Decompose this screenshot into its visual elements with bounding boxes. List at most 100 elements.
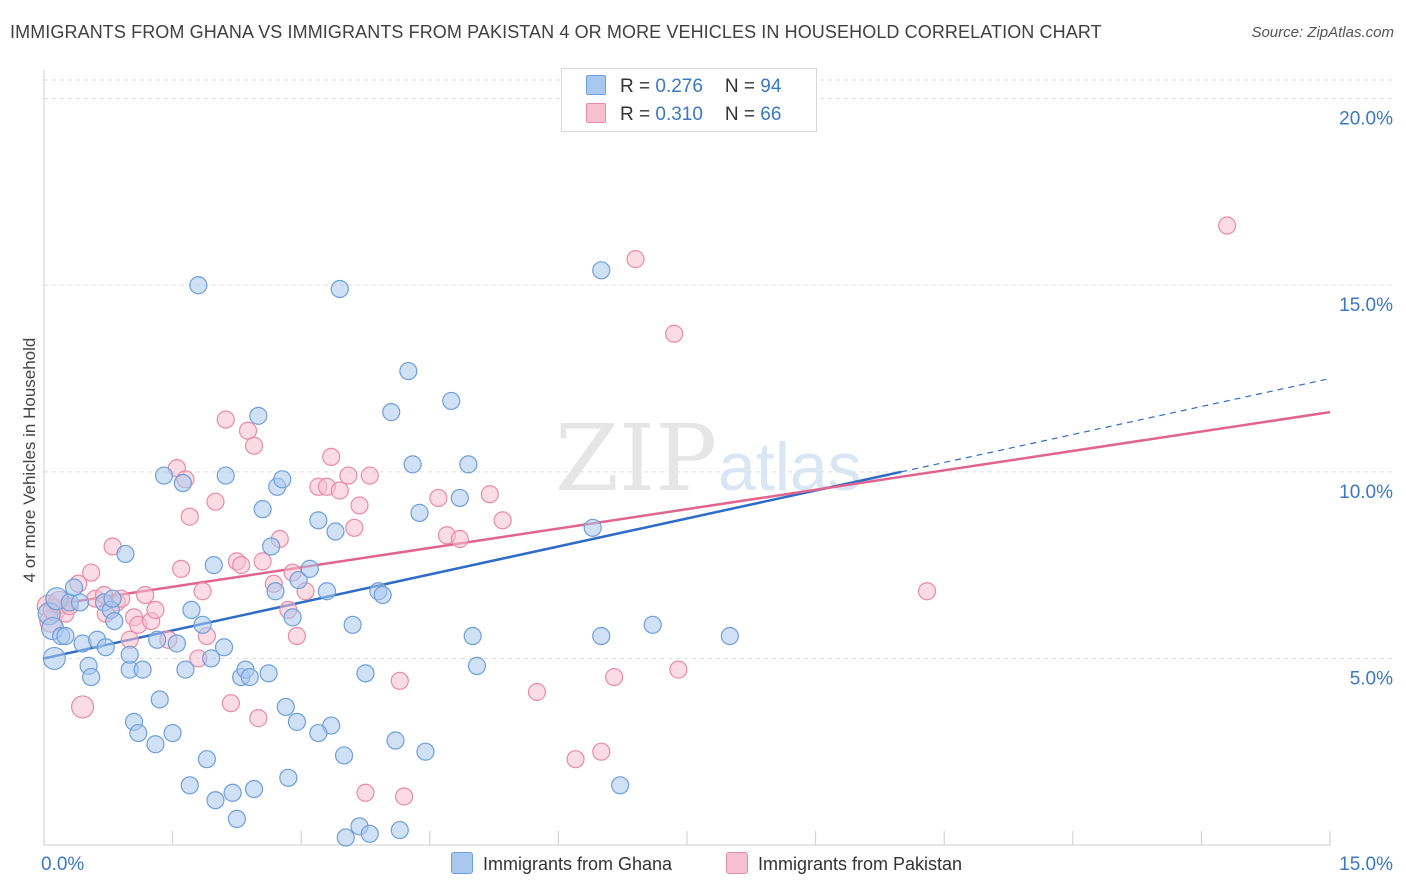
- pakistan-point[interactable]: [390, 671, 409, 690]
- ghana-point[interactable]: [309, 511, 328, 530]
- ghana-point[interactable]: [309, 723, 328, 743]
- pakistan-point[interactable]: [665, 324, 684, 343]
- ghana-point[interactable]: [204, 556, 223, 575]
- pakistan-point[interactable]: [82, 563, 101, 582]
- ghana-point[interactable]: [390, 820, 409, 840]
- ghana-point[interactable]: [386, 731, 405, 750]
- ghana-point[interactable]: [227, 809, 246, 828]
- ghana-point[interactable]: [223, 783, 242, 802]
- ghana-point[interactable]: [399, 361, 418, 381]
- pakistan-point[interactable]: [193, 582, 212, 601]
- ghana-point[interactable]: [276, 697, 295, 717]
- ghana-point[interactable]: [216, 466, 235, 485]
- ghana-point[interactable]: [96, 638, 115, 657]
- pakistan-point[interactable]: [249, 709, 268, 728]
- legend-item-ghana[interactable]: Immigrants from Ghana: [451, 852, 672, 875]
- pakistan-point[interactable]: [136, 585, 155, 605]
- ghana-point[interactable]: [273, 470, 292, 489]
- pakistan-point[interactable]: [669, 660, 688, 679]
- ghana-point[interactable]: [206, 791, 225, 810]
- ghana-point[interactable]: [583, 518, 602, 537]
- pakistan-point[interactable]: [626, 250, 645, 269]
- pakistan-point[interactable]: [429, 488, 448, 508]
- pakistan-point[interactable]: [356, 783, 375, 802]
- ghana-point[interactable]: [120, 645, 139, 664]
- ghana-point[interactable]: [416, 742, 435, 761]
- pakistan-point[interactable]: [1218, 216, 1237, 235]
- ghana-point[interactable]: [240, 667, 259, 687]
- ghana-point[interactable]: [643, 615, 662, 634]
- pakistan-point[interactable]: [493, 511, 512, 530]
- ghana-point[interactable]: [343, 615, 362, 634]
- ghana-point[interactable]: [163, 723, 182, 743]
- ghana-point[interactable]: [289, 570, 308, 590]
- legend-item-pakistan[interactable]: Immigrants from Pakistan: [726, 852, 962, 875]
- pakistan-point[interactable]: [172, 559, 191, 578]
- ghana-point[interactable]: [249, 406, 268, 425]
- pakistan-point[interactable]: [566, 750, 585, 769]
- ghana-point[interactable]: [403, 455, 422, 474]
- pakistan-point[interactable]: [180, 507, 199, 526]
- pakistan-point[interactable]: [244, 436, 264, 455]
- pakistan-point[interactable]: [394, 787, 414, 806]
- pakistan-point[interactable]: [592, 742, 611, 761]
- ghana-point[interactable]: [450, 488, 469, 508]
- ghana-point[interactable]: [259, 664, 278, 683]
- ghana-point[interactable]: [330, 279, 349, 299]
- ghana-point[interactable]: [214, 638, 234, 657]
- pakistan-point[interactable]: [350, 496, 369, 515]
- ghana-point[interactable]: [167, 634, 186, 653]
- pakistan-point[interactable]: [345, 518, 364, 537]
- ghana-point[interactable]: [463, 626, 482, 646]
- pakistan-point[interactable]: [360, 466, 379, 485]
- ghana-point[interactable]: [173, 473, 192, 493]
- ghana-point[interactable]: [105, 611, 124, 631]
- ghana-point[interactable]: [180, 776, 199, 795]
- ghana-point[interactable]: [287, 712, 307, 731]
- pakistan-point[interactable]: [330, 481, 349, 500]
- ghana-point[interactable]: [154, 466, 174, 485]
- ghana-point[interactable]: [592, 626, 611, 646]
- ghana-point[interactable]: [300, 559, 319, 578]
- ghana-point[interactable]: [244, 779, 264, 799]
- ghana-point[interactable]: [410, 503, 429, 522]
- ghana-point[interactable]: [193, 615, 212, 634]
- ghana-point[interactable]: [356, 664, 375, 683]
- pakistan-point[interactable]: [605, 667, 624, 687]
- pakistan-point[interactable]: [70, 695, 95, 719]
- ghana-point[interactable]: [279, 768, 298, 787]
- ghana-point[interactable]: [360, 824, 379, 843]
- ghana-point[interactable]: [459, 455, 478, 474]
- pakistan-point[interactable]: [146, 600, 165, 620]
- ghana-point[interactable]: [467, 656, 487, 675]
- ghana-point[interactable]: [611, 776, 630, 795]
- ghana-point[interactable]: [317, 582, 337, 601]
- ghana-point[interactable]: [283, 608, 302, 627]
- ghana-point[interactable]: [176, 660, 195, 679]
- ghana-point[interactable]: [592, 261, 611, 280]
- ghana-point[interactable]: [42, 646, 66, 671]
- pakistan-point[interactable]: [206, 492, 225, 511]
- ghana-point[interactable]: [382, 403, 401, 422]
- pakistan-point[interactable]: [221, 694, 240, 713]
- ghana-point[interactable]: [182, 600, 201, 620]
- ghana-point[interactable]: [326, 522, 345, 541]
- ghana-point[interactable]: [336, 828, 355, 847]
- ghana-point[interactable]: [103, 589, 122, 608]
- ghana-point[interactable]: [373, 585, 392, 605]
- ghana-point[interactable]: [70, 593, 90, 612]
- pakistan-point[interactable]: [480, 485, 499, 504]
- pakistan-point[interactable]: [232, 556, 251, 575]
- pakistan-point[interactable]: [216, 410, 235, 429]
- pakistan-point[interactable]: [322, 447, 341, 467]
- pakistan-point[interactable]: [287, 626, 307, 646]
- pakistan-point[interactable]: [339, 466, 358, 485]
- ghana-point[interactable]: [116, 544, 135, 564]
- ghana-point[interactable]: [262, 537, 281, 556]
- ghana-point[interactable]: [197, 750, 216, 769]
- ghana-point[interactable]: [202, 649, 221, 668]
- ghana-point[interactable]: [334, 746, 354, 765]
- ghana-point[interactable]: [133, 660, 152, 679]
- pakistan-point[interactable]: [450, 529, 469, 549]
- ghana-point[interactable]: [720, 626, 739, 646]
